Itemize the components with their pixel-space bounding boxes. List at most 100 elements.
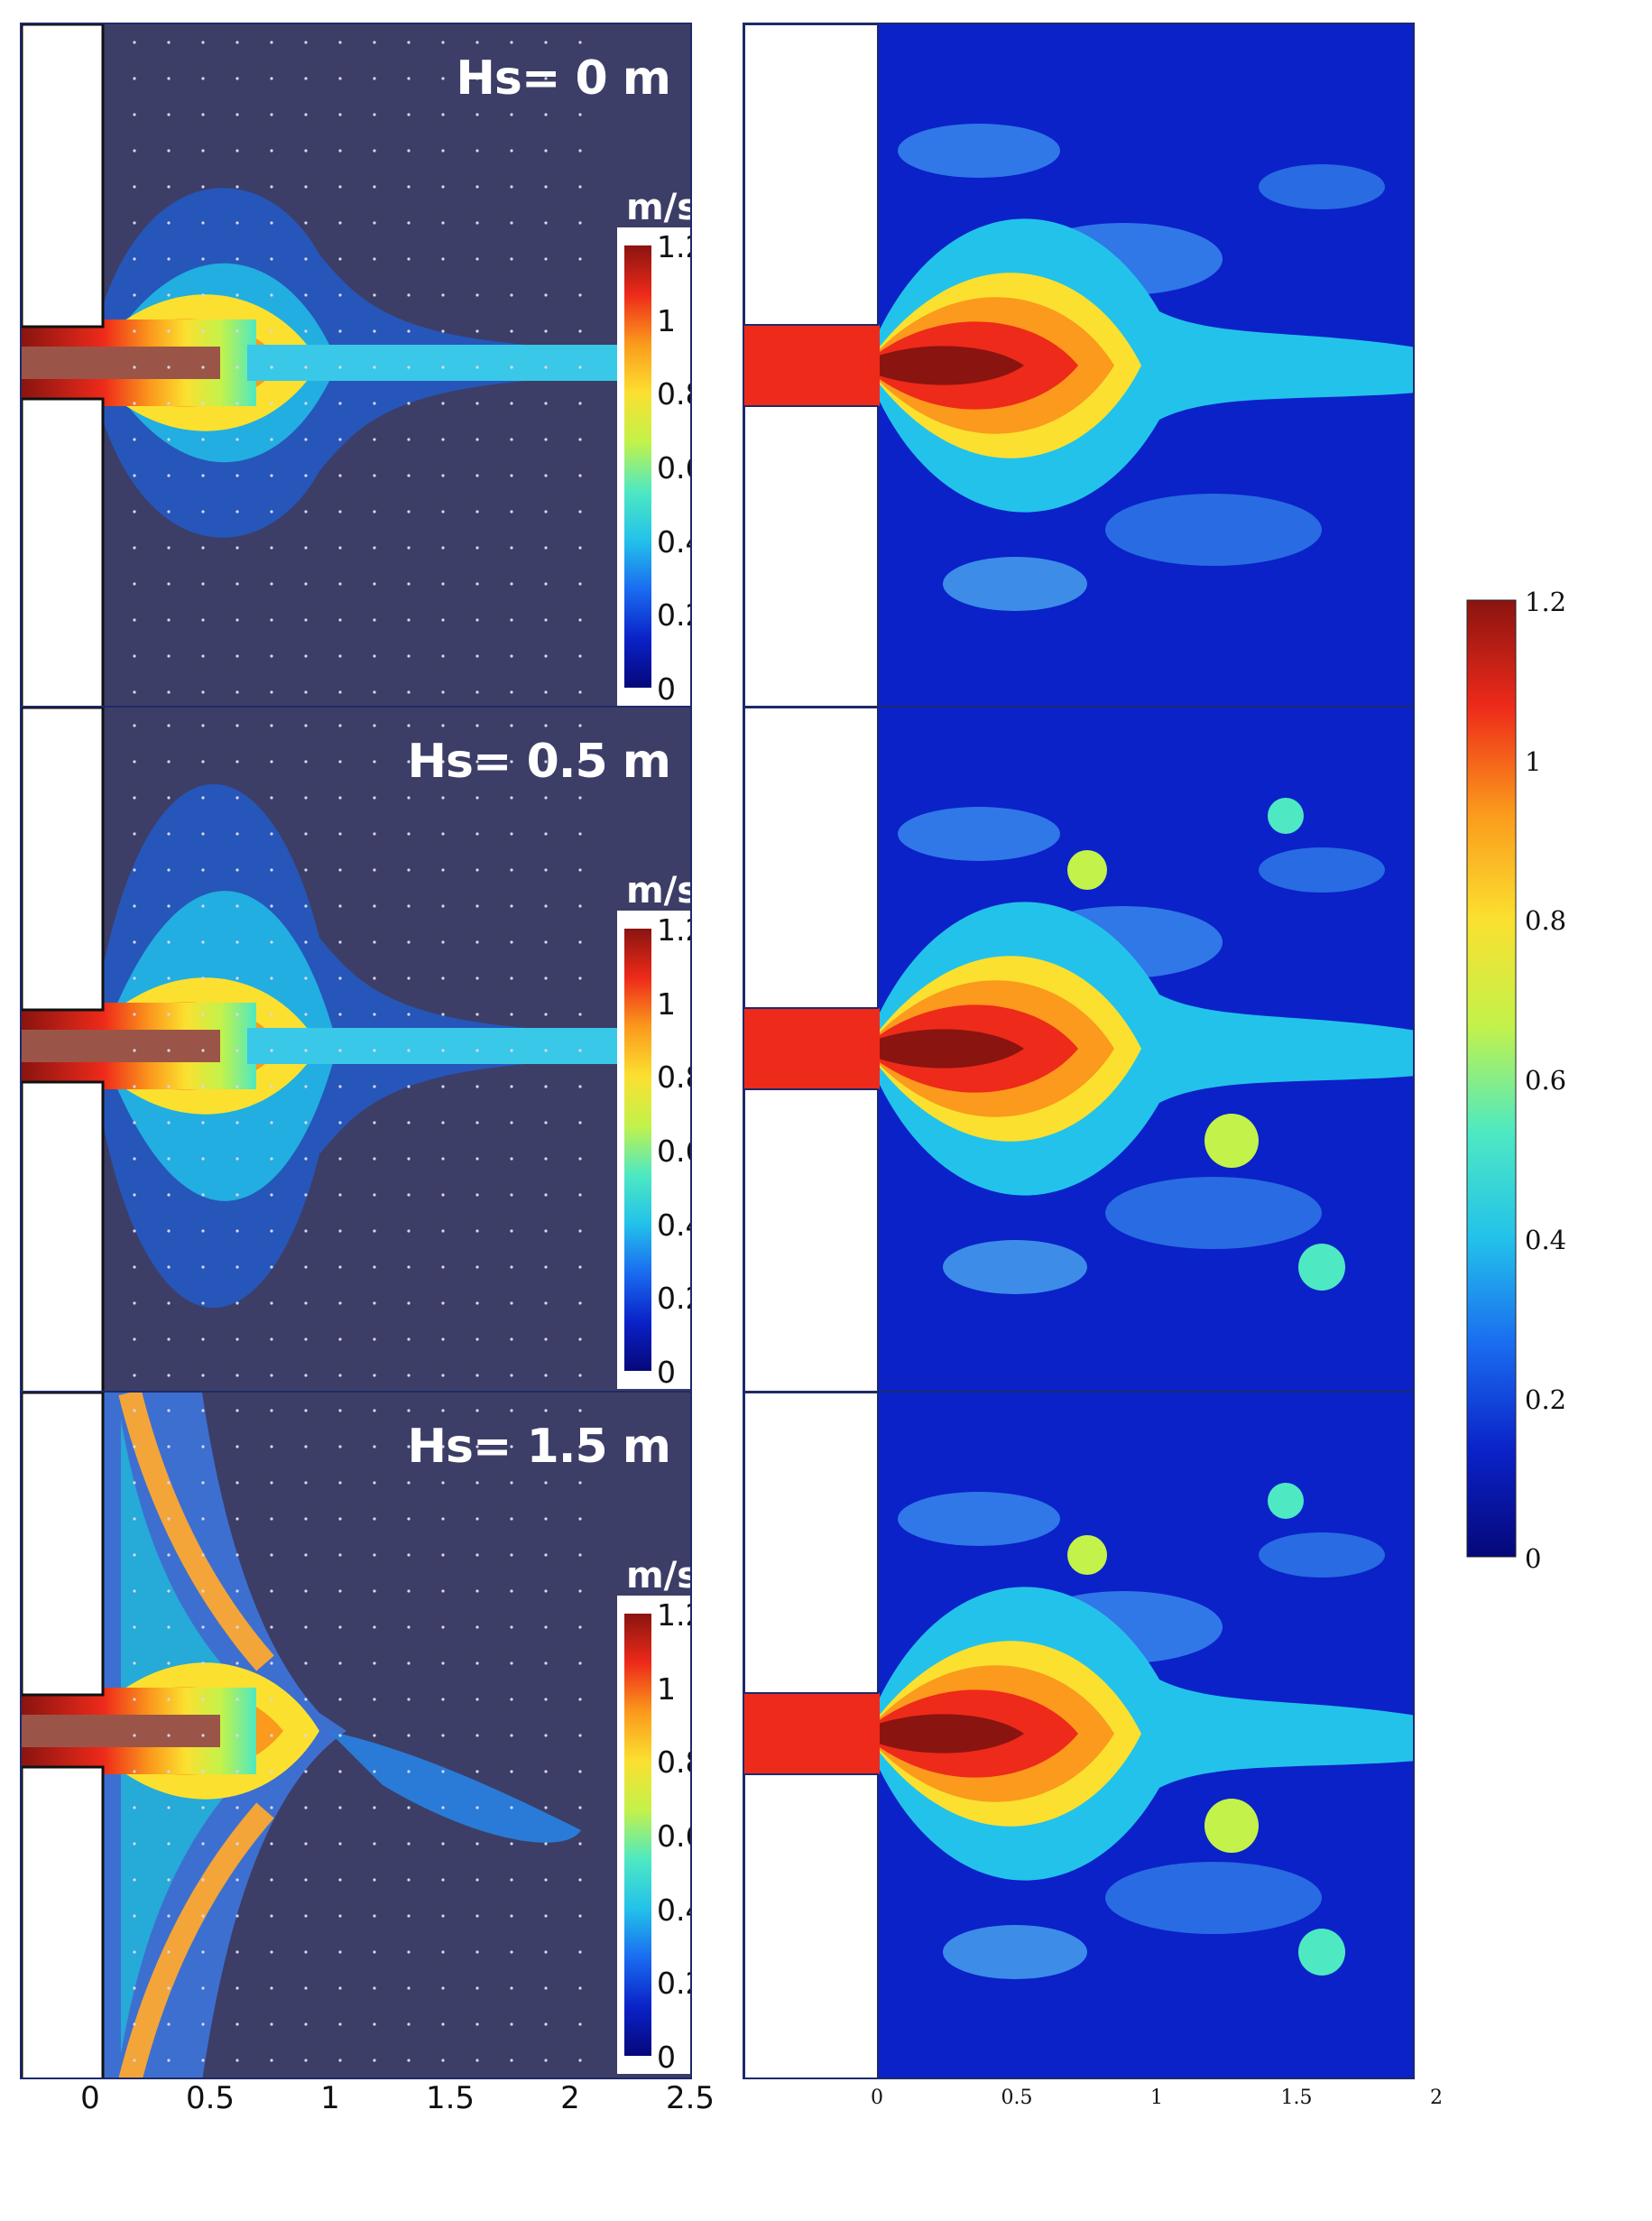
vector-dot: [133, 41, 136, 44]
vector-dot: [475, 796, 479, 800]
vector-dot: [133, 77, 136, 80]
vector-dot: [235, 1986, 239, 1990]
vector-dot: [235, 690, 239, 694]
vector-dot: [510, 618, 513, 622]
vector-dot: [407, 724, 411, 727]
right-panel-1: [743, 706, 1415, 1394]
plume-tail: [328, 1731, 581, 1843]
vector-dot: [510, 1553, 513, 1557]
vector-dot: [407, 1842, 411, 1846]
vector-dot: [133, 654, 136, 658]
vector-dot: [235, 1553, 239, 1557]
vector-dot: [167, 940, 171, 944]
left-colorbar-tick: 0.2: [657, 1966, 690, 2002]
vector-dot: [407, 1986, 411, 1990]
left-colorbar-tick: 1.2: [657, 912, 690, 948]
vector-dot: [338, 221, 342, 225]
vector-dot: [373, 221, 376, 225]
vector-dot: [373, 546, 376, 550]
vector-dot: [201, 1986, 205, 1990]
vector-dot: [373, 690, 376, 694]
vector-dot: [270, 690, 273, 694]
vector-dot: [475, 690, 479, 694]
vector-dot: [544, 796, 548, 800]
vector-dot: [167, 1950, 171, 1954]
vector-dot: [338, 1337, 342, 1341]
vector-dot: [373, 724, 376, 727]
vector-dot: [201, 2059, 205, 2062]
vector-dot: [407, 1337, 411, 1341]
vector-dot: [475, 1517, 479, 1521]
vector-dot: [304, 2059, 308, 2062]
vector-dot: [304, 1481, 308, 1485]
vector-dot: [201, 1301, 205, 1305]
vector-dot: [201, 1049, 205, 1052]
right-xaxis-tick: 1: [1150, 2087, 1163, 2109]
vector-dot: [201, 329, 205, 333]
field-blob: [898, 807, 1060, 861]
vector-dot: [167, 77, 171, 80]
vector-dot: [133, 868, 136, 872]
vector-dot: [235, 1193, 239, 1197]
vector-dot: [338, 1986, 342, 1990]
vector-dot: [270, 1481, 273, 1485]
vector-dot: [167, 402, 171, 405]
vector-dot: [270, 366, 273, 369]
left-colorbar-tick: 0.6: [657, 1818, 690, 1854]
vector-dot: [167, 582, 171, 586]
vector-dot: [475, 474, 479, 477]
vector-dot: [270, 1517, 273, 1521]
jet-extension: [247, 345, 617, 381]
jet-core: [744, 1008, 880, 1089]
vector-dot: [544, 1842, 548, 1846]
vector-dot: [475, 1950, 479, 1954]
vector-dot: [544, 1734, 548, 1737]
vector-dot: [475, 1445, 479, 1448]
vector-dot: [270, 940, 273, 944]
field-blob: [1105, 1177, 1322, 1249]
vector-dot: [338, 618, 342, 622]
vector-dot: [475, 1698, 479, 1701]
vector-dot: [407, 474, 411, 477]
vector-dot: [578, 1986, 582, 1990]
vector-dot: [338, 976, 342, 980]
vector-dot: [475, 366, 479, 369]
vector-dot: [338, 149, 342, 153]
vector-dot: [407, 1698, 411, 1701]
vector-dot: [407, 1193, 411, 1197]
vector-dot: [441, 1445, 445, 1448]
vector-dot: [441, 904, 445, 908]
vector-dot: [133, 1734, 136, 1737]
vector-dot: [373, 329, 376, 333]
vector-dot: [270, 1698, 273, 1701]
vector-dot: [441, 940, 445, 944]
vector-dot: [373, 1806, 376, 1809]
vector-dot: [578, 1049, 582, 1052]
vector-dot: [338, 1950, 342, 1954]
vector-dot: [235, 113, 239, 116]
vector-dot: [475, 546, 479, 550]
vector-dot: [510, 1157, 513, 1161]
vector-dot: [407, 1157, 411, 1161]
vector-dot: [167, 185, 171, 189]
vector-dot: [510, 690, 513, 694]
vector-dot: [475, 1842, 479, 1846]
vector-dot: [544, 1661, 548, 1665]
vector-dot: [133, 582, 136, 586]
vector-dot: [304, 1013, 308, 1016]
vector-dot: [441, 1265, 445, 1269]
vector-dot: [510, 654, 513, 658]
vector-dot: [578, 868, 582, 872]
vector-dot: [578, 1517, 582, 1521]
vector-dot: [270, 1049, 273, 1052]
vector-dot: [133, 1085, 136, 1088]
vector-dot: [304, 293, 308, 297]
vector-dot: [133, 438, 136, 441]
vector-dot: [167, 760, 171, 763]
left-xaxis-tick: 0.5: [185, 2080, 235, 2116]
vector-dot: [167, 654, 171, 658]
vector-dot: [201, 868, 205, 872]
vector-dot: [270, 976, 273, 980]
vector-dot: [544, 438, 548, 441]
vector-dot: [578, 113, 582, 116]
